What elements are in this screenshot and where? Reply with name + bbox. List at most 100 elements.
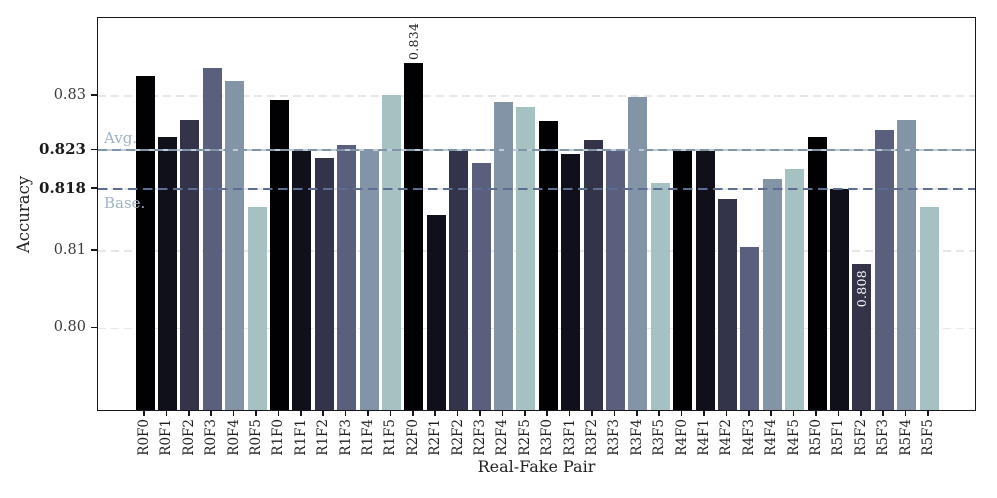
bar-R2F5 <box>516 107 536 410</box>
x-tick-mark-R4F1 <box>703 411 705 416</box>
x-tick-label-R4F2: R4F2 <box>718 419 735 456</box>
bar-R1F1 <box>292 151 312 410</box>
x-tick-mark-R0F5 <box>255 411 257 416</box>
x-tick-label-R0F5: R0F5 <box>248 419 264 456</box>
bar-R4F0 <box>673 149 693 410</box>
gridline-0.83 <box>98 95 975 97</box>
x-tick-mark-R3F1 <box>568 411 571 416</box>
y-tick-mark-0.83 <box>91 94 97 96</box>
x-tick-label-R4F1: R4F1 <box>696 419 712 456</box>
x-tick-mark-R2F3 <box>479 411 481 416</box>
x-tick-mark-R2F4 <box>501 411 504 416</box>
bar-R1F3 <box>337 145 357 410</box>
x-tick-label-R1F5: R1F5 <box>382 419 399 456</box>
bar-R0F2 <box>180 119 200 410</box>
bar-R4F5 <box>785 169 805 410</box>
x-tick-mark-R0F3 <box>210 411 212 416</box>
x-tick-mark-R1F4 <box>367 411 369 416</box>
x-tick-label-R5F4: R5F4 <box>897 419 914 456</box>
x-tick-mark-R4F2 <box>725 411 728 416</box>
bar-R0F4 <box>225 81 245 410</box>
bar-R2F3 <box>471 163 491 410</box>
x-tick-label-R2F3: R2F3 <box>472 419 488 456</box>
x-tick-mark-R2F2 <box>456 411 459 416</box>
bar-R4F1 <box>695 149 715 410</box>
x-tick-mark-R3F5 <box>658 411 660 416</box>
x-tick-mark-R1F1 <box>300 411 302 416</box>
y-tick-label-0.80: 0.80 <box>53 319 86 336</box>
y-tick-label-0.823: 0.823 <box>39 140 86 159</box>
x-tick-mark-R0F0 <box>143 411 145 416</box>
x-tick-label-R2F1: R2F1 <box>427 419 444 456</box>
y-tick-mark-0.80 <box>91 326 97 329</box>
x-tick-label-R1F4: R1F4 <box>360 419 376 456</box>
x-tick-label-R0F3: R0F3 <box>203 419 220 456</box>
x-tick-label-R3F4: R3F4 <box>628 419 645 456</box>
x-tick-label-R1F1: R1F1 <box>292 419 309 456</box>
reference-line-base <box>98 188 975 191</box>
x-tick-label-R3F5: R3F5 <box>651 419 668 456</box>
x-tick-mark-R3F2 <box>591 411 593 416</box>
x-tick-mark-R4F5 <box>792 411 795 416</box>
x-tick-mark-R3F0 <box>546 411 548 416</box>
bar-R5F1 <box>829 189 849 410</box>
x-tick-mark-R4F3 <box>748 411 750 416</box>
reference-line-avg <box>98 149 975 152</box>
x-tick-label-R0F2: R0F2 <box>180 419 197 456</box>
bar-R5F2 <box>852 264 872 410</box>
bar-R0F3 <box>202 67 222 410</box>
x-tick-label-R4F0: R4F0 <box>673 419 690 456</box>
x-tick-label-R3F2: R3F2 <box>584 419 600 456</box>
bar-R3F4 <box>628 97 648 410</box>
bar-R2F1 <box>426 214 446 410</box>
bar-R4F3 <box>740 247 760 410</box>
x-tick-label-R3F1: R3F1 <box>561 419 578 456</box>
x-tick-mark-R0F4 <box>232 411 235 416</box>
x-tick-mark-R5F4 <box>904 411 907 416</box>
y-tick-mark-0.823 <box>91 148 97 151</box>
y-axis-title: Accuracy <box>2 17 46 411</box>
x-tick-label-R5F2: R5F2 <box>852 419 869 456</box>
bar-R2F4 <box>493 101 513 410</box>
x-tick-mark-R1F5 <box>389 411 392 416</box>
bar-value-annotation-R2F0: 0.834 <box>405 22 421 61</box>
bar-R5F5 <box>919 207 939 410</box>
x-tick-label-R4F5: R4F5 <box>785 419 802 456</box>
bar-R2F0 <box>404 63 424 410</box>
gridline-0.80 <box>98 327 975 330</box>
bar-R5F3 <box>874 129 894 410</box>
bar-R0F5 <box>247 207 267 410</box>
bar-R2F2 <box>449 151 469 410</box>
x-tick-label-R2F0: R2F0 <box>404 419 421 456</box>
x-tick-mark-R3F4 <box>636 411 638 416</box>
x-tick-mark-R2F5 <box>524 411 526 416</box>
bar-R4F2 <box>717 199 737 410</box>
x-tick-label-R4F4: R4F4 <box>763 419 780 456</box>
x-tick-mark-R5F1 <box>837 411 840 416</box>
x-tick-label-R5F3: R5F3 <box>875 419 892 456</box>
bar-R1F5 <box>381 94 401 410</box>
x-tick-label-R1F0: R1F0 <box>270 419 287 456</box>
bar-R3F3 <box>605 149 625 410</box>
x-tick-label-R0F4: R0F4 <box>225 419 242 456</box>
bar-R1F4 <box>359 150 379 410</box>
x-tick-mark-R3F3 <box>613 411 616 416</box>
x-tick-label-R5F0: R5F0 <box>808 419 824 456</box>
x-tick-mark-R0F1 <box>165 411 168 416</box>
bar-R0F1 <box>157 136 177 410</box>
bar-R1F2 <box>314 158 334 410</box>
x-tick-label-R0F0: R0F0 <box>136 419 152 456</box>
x-tick-label-R1F3: R1F3 <box>337 419 354 456</box>
x-tick-mark-R2F0 <box>412 411 414 416</box>
bar-R5F4 <box>897 119 917 410</box>
bar-R1F0 <box>269 99 289 410</box>
plot-area: Avg. Base. 0.834 0.808 <box>97 17 976 411</box>
bar-R5F0 <box>807 136 827 410</box>
x-tick-label-R5F1: R5F1 <box>830 419 847 456</box>
y-tick-label-0.818: 0.818 <box>39 179 86 198</box>
x-tick-label-R2F4: R2F4 <box>494 419 511 456</box>
gridline-0.81 <box>98 250 975 252</box>
y-tick-label-0.83: 0.83 <box>53 87 86 104</box>
x-axis-title: Real-Fake Pair <box>477 457 596 476</box>
